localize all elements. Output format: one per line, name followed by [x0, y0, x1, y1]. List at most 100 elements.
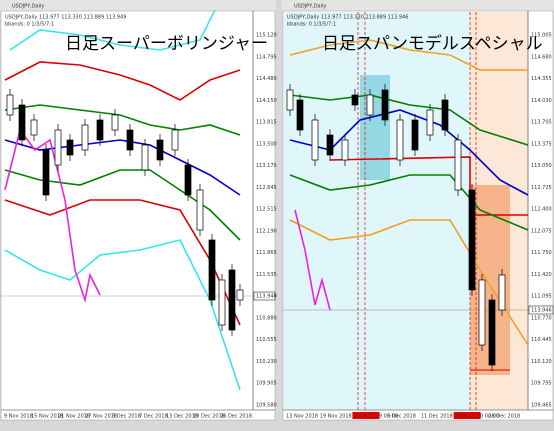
window-title: USDJPY,Daily	[294, 4, 326, 10]
candle-body	[326, 134, 334, 156]
candle-body	[286, 89, 294, 111]
chart-info: USDJPY,Daily 113.977 113.330 113.889 113…	[5, 15, 126, 21]
price-box	[528, 305, 554, 315]
candle-body	[126, 129, 134, 151]
x-tick-label: 19 Dec 2018	[193, 414, 225, 420]
y-tick-label: 112.075	[531, 228, 552, 234]
candle-body	[341, 139, 349, 161]
title-bar	[282, 0, 554, 11]
band	[289, 219, 529, 346]
y-tick-label: 112.190	[256, 228, 277, 234]
band	[289, 174, 529, 231]
overlay-label: 日足スーパーボリンジャー	[65, 34, 268, 54]
candle-body	[111, 114, 119, 131]
y-tick-label: 111.865	[256, 250, 277, 256]
candle-body	[426, 109, 434, 136]
x-tick-label: 13 Nov 2018	[286, 414, 318, 420]
y-tick-label: 114.030	[531, 98, 552, 104]
x-tick-label: 9 Nov 2018	[4, 414, 33, 420]
y-tick-label: 113.170	[256, 163, 277, 169]
highlighted-date	[453, 412, 481, 419]
x-tick-label: 19 Nov 2018	[320, 414, 352, 420]
y-tick-label: 112.725	[531, 185, 552, 191]
y-tick-label: 111.420	[531, 272, 552, 278]
candle-body	[236, 289, 244, 301]
y-tick-label: 115.005	[531, 33, 552, 39]
candle-body	[66, 139, 74, 156]
window-title: USDJPY,Daily	[12, 4, 44, 10]
highlighted-date	[352, 412, 380, 419]
y-tick-label: 114.795	[256, 54, 277, 60]
x-tick-label: 15 Nov 2018	[31, 414, 63, 420]
y-tick-label: 110.555	[256, 337, 277, 343]
y-tick-label: 110.445	[531, 337, 552, 343]
x-tick-label: 13 Dec 2018	[166, 414, 198, 420]
candle-body	[411, 119, 419, 151]
y-tick-label: 114.150	[256, 98, 277, 104]
y-tick-label: 111.095	[531, 294, 552, 300]
candle-body	[54, 129, 62, 166]
band	[289, 109, 529, 196]
y-tick-label: 113.815	[256, 120, 277, 126]
x-tick-label: 7 Dec 2018	[139, 414, 168, 420]
x-tick-label: 5 Dec 2018	[387, 414, 416, 420]
candle-body	[498, 274, 506, 311]
y-tick-label: 115.120	[256, 33, 277, 39]
overlay-label: 日足スパンモデルスペシャル	[322, 33, 543, 54]
y-tick-label: 109.580	[256, 403, 277, 409]
price-label: 113.946	[531, 308, 552, 314]
candle-body	[228, 269, 236, 331]
x-tick-label: 2018.11.29 00:00	[353, 414, 398, 420]
candle-body	[18, 104, 26, 141]
x-tick-label: 11 Dec 2018	[421, 414, 453, 420]
candle-body	[196, 189, 204, 231]
candle-body	[42, 149, 50, 196]
price-label: 113.946	[256, 294, 277, 300]
candle-body	[218, 279, 226, 326]
candle-body	[156, 139, 164, 161]
candle-body	[441, 99, 449, 131]
candle-body	[381, 89, 389, 121]
band	[9, 9, 216, 51]
indicator-info: bbands: 0 1/3/5/7:1	[5, 22, 54, 28]
y-tick-label: 114.680	[531, 54, 552, 60]
candle-body	[488, 299, 496, 366]
x-tick-label: 2018.12.20 00:00	[455, 414, 500, 420]
candle-body	[208, 239, 216, 301]
y-tick-label: 112.845	[256, 185, 277, 191]
y-tick-label: 110.880	[256, 315, 277, 321]
band	[4, 139, 241, 196]
band	[289, 94, 529, 146]
candle-body	[366, 94, 374, 116]
y-tick-label: 112.400	[531, 207, 552, 213]
candle-body	[184, 164, 192, 196]
y-tick-label: 112.515	[256, 207, 277, 213]
y-tick-label: 113.500	[256, 141, 277, 147]
chart-info: USDJPY,Daily 113.977 113.330 113.889 113…	[287, 15, 408, 21]
lagging-line	[294, 209, 331, 311]
y-tick-label: 113.050	[531, 163, 552, 169]
right-chart: USDJPY,Daily USDJPY,Daily 113.977 113.330…	[282, 0, 554, 421]
y-tick-label: 113.375	[531, 141, 552, 147]
candle-body	[171, 129, 179, 151]
left-chart: USDJPY,Daily USDJPY,Daily 113.977 113.330…	[0, 0, 277, 421]
candle-body	[30, 119, 38, 136]
candle-body	[478, 279, 486, 346]
indicator-info: bbands: 0 1/3/5/7:1	[287, 22, 336, 28]
candle-body	[141, 144, 149, 171]
y-tick-label: 110.120	[531, 359, 552, 365]
candle-body	[96, 119, 104, 141]
chart-area	[0, 10, 276, 421]
x-tick-label: 26 Dec 2018	[220, 414, 252, 420]
y-tick-label: 110.770	[531, 315, 552, 321]
y-tick-label: 109.795	[531, 381, 552, 387]
y-tick-label: 111.535	[256, 272, 277, 278]
price-box	[253, 291, 276, 301]
candle-body	[454, 139, 462, 191]
candle-body	[351, 94, 359, 106]
candle-body	[396, 119, 404, 161]
x-tick-label: 3 Dec 2018	[112, 414, 141, 420]
candle-body	[468, 189, 476, 291]
band	[289, 39, 528, 71]
candle-body	[81, 124, 89, 151]
